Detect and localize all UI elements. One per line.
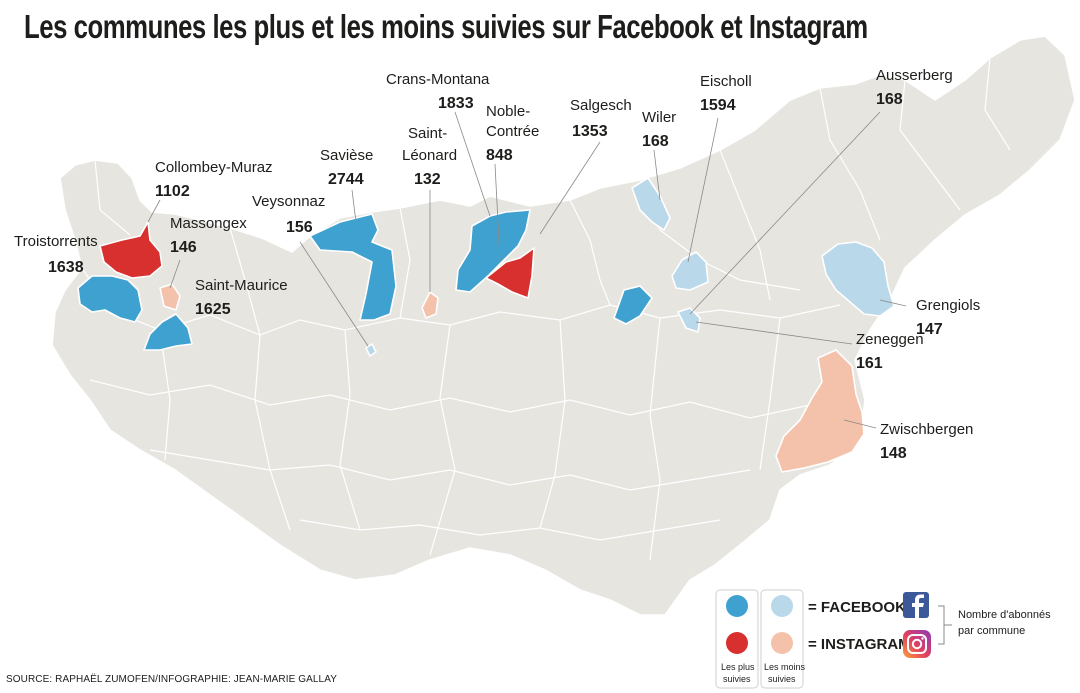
label-veysonnaz-name: Veysonnaz <box>252 193 325 210</box>
highlighted-communes <box>77 177 895 473</box>
commune-borders <box>81 57 1011 561</box>
label-zwischbergen-name: Zwischbergen <box>880 421 973 438</box>
label-saint-maurice-value: 1625 <box>195 301 231 318</box>
commune-crans-montana <box>455 209 531 293</box>
label-salgesch-name: Salgesch <box>570 97 632 114</box>
label-wiler-name: Wiler <box>642 109 676 126</box>
instagram-icon <box>903 630 931 658</box>
legend-note-line2: par commune <box>958 625 1025 637</box>
label-eischoll-name: Eischoll <box>700 73 752 90</box>
legend-note-line1: Nombre d'abonnés <box>958 609 1051 621</box>
label-eischoll-value: 1594 <box>700 97 736 114</box>
label-noble-contree-value: 848 <box>486 147 513 164</box>
commune-zeneggen <box>677 307 701 333</box>
label-saint-leonard-name2: Léonard <box>402 147 457 164</box>
legend-least-line1: Les moins <box>764 662 806 672</box>
label-saviese-name: Savièse <box>320 147 373 164</box>
label-noble-contree-name2: Contrée <box>486 123 539 140</box>
commune-saviese <box>309 213 397 321</box>
label-troistorrents-name: Troistorrents <box>14 233 98 250</box>
legend: Les plus suivies Les moins suivies = FAC… <box>715 589 1051 689</box>
commune-eischoll <box>671 251 709 291</box>
label-veysonnaz-value: 156 <box>286 219 313 236</box>
label-saint-maurice-name: Saint-Maurice <box>195 277 288 294</box>
label-collombey-value: 1102 <box>155 183 190 200</box>
label-ausserberg-value: 168 <box>876 91 903 108</box>
commune-salgesch <box>613 285 653 325</box>
legend-instagram-label: = INSTAGRAM <box>808 636 911 653</box>
label-zeneggen-value: 161 <box>856 355 883 372</box>
source-credit: SOURCE: RAPHAËL ZUMOFEN/INFOGRAPHIE: JEA… <box>6 674 338 685</box>
label-zwischbergen-value: 148 <box>880 445 907 462</box>
commune-saint-leonard <box>421 291 439 319</box>
commune-noble-contree <box>485 247 535 299</box>
legend-swatch-instagram-most <box>726 632 748 654</box>
commune-veysonnaz <box>365 343 377 357</box>
facebook-icon <box>903 592 929 618</box>
leader-lines <box>147 111 907 429</box>
commune-grengiols <box>821 241 895 317</box>
commune-wiler <box>631 177 671 231</box>
label-salgesch-value: 1353 <box>572 123 608 140</box>
label-saint-leonard-name1: Saint- <box>408 125 447 142</box>
label-ausserberg-name: Ausserberg <box>876 67 953 84</box>
legend-swatch-instagram-least <box>771 632 793 654</box>
label-collombey-name: Collombey-Muraz <box>155 159 273 176</box>
label-saint-leonard-value: 132 <box>414 171 441 188</box>
commune-zwischbergen <box>775 349 865 473</box>
legend-most-line1: Les plus <box>721 662 755 672</box>
label-grengiols-value: 147 <box>916 321 943 338</box>
label-saviese-value: 2744 <box>328 171 364 188</box>
label-crans-montana-name: Crans-Montana <box>386 71 490 88</box>
label-wiler-value: 168 <box>642 133 669 150</box>
map-title: Les communes les plus et les moins suivi… <box>24 8 868 45</box>
legend-bracket <box>938 605 952 645</box>
canton-outline <box>51 35 1076 616</box>
legend-facebook-label: = FACEBOOK <box>808 599 906 616</box>
label-grengiols-name: Grengiols <box>916 297 980 314</box>
commune-collombey-muraz <box>99 221 163 279</box>
legend-swatch-facebook-least <box>771 595 793 617</box>
label-massongex-value: 146 <box>170 239 197 256</box>
label-zeneggen-name: Zeneggen <box>856 331 924 348</box>
commune-massongex <box>159 283 181 311</box>
legend-least-line2: suivies <box>768 674 796 684</box>
label-crans-montana-value: 1833 <box>438 95 474 112</box>
commune-saint-maurice <box>143 313 193 351</box>
label-troistorrents-value: 1638 <box>48 259 84 276</box>
commune-labels: Troistorrents 1638 Collombey-Muraz 1102 … <box>14 67 980 462</box>
label-noble-contree-name1: Noble- <box>486 103 530 120</box>
commune-troistorrents <box>77 275 143 323</box>
legend-most-line2: suivies <box>723 674 751 684</box>
label-massongex-name: Massongex <box>170 215 247 232</box>
legend-swatch-facebook-most <box>726 595 748 617</box>
